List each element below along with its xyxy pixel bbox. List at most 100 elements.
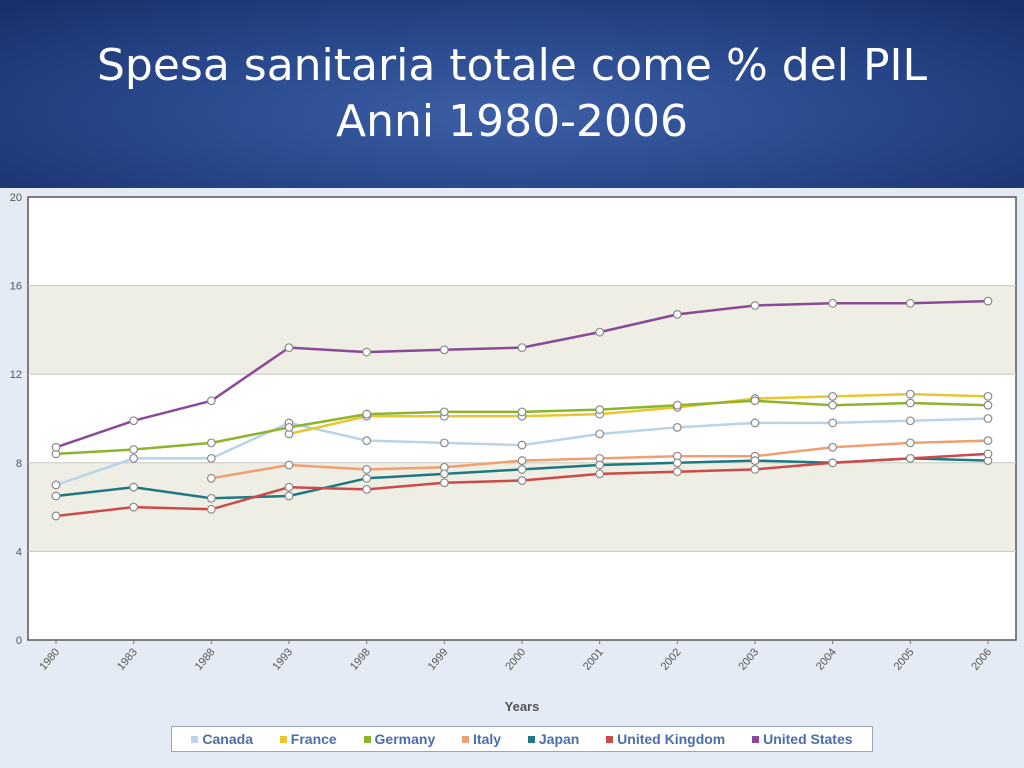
data-point-canada [517, 440, 527, 450]
data-point-united-kingdom [362, 484, 372, 494]
data-point-canada [439, 438, 449, 448]
data-point-japan [672, 458, 682, 468]
x-tick-label: 1998 [348, 646, 373, 672]
data-point-united-states [750, 301, 760, 310]
data-point-japan [750, 456, 760, 465]
data-point-italy [517, 456, 527, 465]
data-point-germany [595, 405, 605, 415]
y-tick-label: 12 [10, 369, 22, 381]
data-point-canada [905, 416, 915, 426]
data-point-germany [129, 445, 139, 454]
data-point-italy [983, 436, 993, 446]
data-point-canada [595, 429, 605, 439]
x-tick-label: 1993 [270, 646, 295, 672]
legend-swatch [527, 735, 535, 743]
x-tick-label: 1983 [115, 646, 140, 672]
data-point-canada [750, 418, 760, 428]
x-tick-label: 1988 [193, 646, 218, 672]
data-point-united-states [672, 309, 682, 319]
data-point-japan [517, 465, 527, 474]
data-point-united-states [129, 416, 139, 426]
legend-label: United States [763, 731, 853, 747]
data-point-united-kingdom [828, 458, 838, 468]
x-tick-label: 1980 [37, 646, 62, 672]
data-point-japan [206, 493, 216, 503]
data-point-japan [284, 491, 294, 501]
legend-swatch [191, 735, 199, 743]
data-point-italy [905, 438, 915, 448]
slide-subtitle: Anni 1980-2006 [336, 96, 688, 147]
x-tick-label: 2001 [581, 646, 606, 672]
x-tick-label: 2002 [659, 646, 684, 672]
data-point-japan [51, 491, 61, 501]
legend-swatch [363, 735, 371, 743]
data-point-united-states [284, 343, 294, 353]
data-point-canada [206, 453, 216, 463]
data-point-france [983, 391, 993, 401]
data-point-germany [983, 400, 993, 410]
legend-item-united-kingdom: United Kingdom [606, 731, 725, 747]
data-point-united-states [362, 347, 372, 357]
y-tick-label: 20 [10, 192, 22, 204]
data-point-united-kingdom [672, 467, 682, 477]
legend-item-japan: Japan [527, 731, 580, 747]
data-point-canada [828, 418, 838, 428]
slide-title: Spesa sanitaria totale come % del PIL [96, 40, 927, 91]
x-tick-label: 2005 [892, 646, 917, 672]
data-point-germany [517, 407, 527, 417]
legend-item-united-states: United States [752, 731, 853, 747]
data-point-germany [905, 398, 915, 408]
data-point-germany [828, 400, 838, 410]
x-tick-label: 2000 [503, 646, 528, 672]
legend-label: Canada [202, 731, 253, 747]
data-point-united-kingdom [51, 511, 61, 521]
legend-swatch [279, 735, 287, 743]
data-point-germany [750, 396, 760, 406]
data-point-united-states [905, 298, 915, 308]
y-tick-label: 8 [16, 458, 22, 470]
data-point-germany [284, 422, 294, 432]
data-point-canada [983, 414, 993, 423]
x-tick-label: 1999 [426, 646, 451, 672]
data-point-france [828, 391, 838, 401]
data-point-united-kingdom [983, 449, 993, 459]
data-point-united-kingdom [517, 476, 527, 485]
x-axis-label: Years [505, 699, 540, 714]
x-tick-label: 2006 [969, 646, 994, 672]
data-point-united-kingdom [439, 478, 449, 488]
data-point-germany [672, 400, 682, 410]
data-point-germany [362, 409, 372, 419]
legend-swatch [462, 735, 470, 743]
data-point-italy [284, 460, 294, 470]
series-line-france [288, 392, 989, 436]
legend-label: Japan [538, 731, 580, 747]
data-point-united-kingdom [595, 469, 605, 479]
data-point-united-states [439, 345, 449, 355]
data-point-japan [595, 460, 605, 470]
data-point-germany [439, 407, 449, 417]
data-point-united-states [595, 327, 605, 337]
data-point-united-states [983, 296, 993, 306]
data-point-united-kingdom [129, 502, 139, 512]
x-tick-label: 2004 [814, 646, 839, 672]
data-point-united-states [828, 298, 838, 308]
legend-item-canada: Canada [191, 731, 253, 747]
legend-swatch [606, 735, 614, 743]
y-tick-label: 0 [16, 635, 22, 647]
x-tick-label: 2003 [736, 646, 761, 672]
data-point-united-kingdom [905, 453, 915, 463]
data-point-united-kingdom [284, 482, 294, 492]
data-point-canada [129, 453, 139, 463]
data-point-united-states [51, 442, 61, 452]
legend-item-italy: Italy [462, 731, 501, 747]
data-point-united-kingdom [750, 465, 760, 474]
legend-label: United Kingdom [617, 731, 726, 747]
slide-title-bar: Spesa sanitaria totale come % del PIL An… [0, 0, 1024, 188]
data-point-france [905, 389, 915, 399]
chart-legend: Canada France Germany Italy Japan United King… [171, 726, 873, 752]
data-point-japan [129, 482, 139, 492]
data-point-japan [439, 469, 449, 479]
data-point-germany [206, 438, 216, 448]
data-point-canada [672, 422, 682, 432]
y-tick-label: 4 [16, 546, 22, 558]
